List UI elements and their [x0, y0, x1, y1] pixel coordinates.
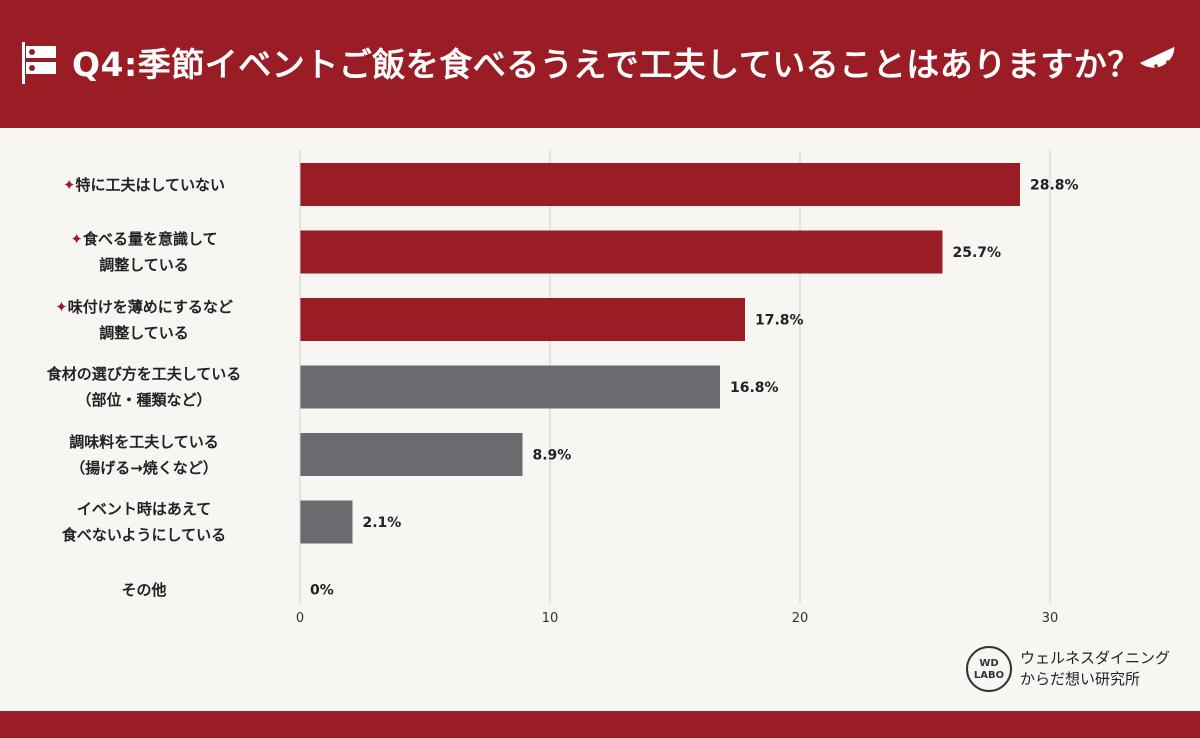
category-label-line: イベント時はあえて [76, 500, 212, 518]
category-label-line: （揚げる→焼くなど） [70, 458, 218, 477]
data-label: 16.8% [730, 380, 779, 396]
data-label: 8.9% [533, 448, 572, 464]
category-label-line: 調整している [99, 323, 189, 342]
footer-band [0, 711, 1200, 738]
x-tick-label: 0 [296, 611, 304, 626]
category-label-line: 食べないようにしている [61, 526, 227, 544]
star-icon: ✦ [70, 230, 83, 248]
data-label: 17.8% [755, 313, 804, 329]
category-label-line: 調整している [99, 256, 189, 274]
bar [300, 500, 353, 544]
category-label: ✦味付けを薄めにするなど 調整している [0, 294, 288, 346]
category-label-line: ✦食べる量を意識して [70, 230, 218, 248]
x-tick-label: 30 [1042, 611, 1059, 626]
logo-text: ウェルネスダイニング からだ想い研究所 [1020, 649, 1171, 688]
category-label: 調味料を工夫している （揚げる→焼くなど） [0, 429, 288, 481]
wd-labo-logo-mark: WD LABO [966, 646, 1012, 692]
category-label: ✦食べる量を意識して 調整している [0, 226, 288, 278]
watermelon-icon [1139, 46, 1175, 72]
bar [300, 298, 745, 341]
data-label: 28.8% [1030, 178, 1079, 194]
star-icon: ✦ [62, 175, 76, 194]
category-label: イベント時はあえて 食べないようにしている [0, 496, 288, 548]
bar [300, 433, 523, 476]
category-label-line: （部位・種類など） [76, 391, 212, 409]
category-label-line: その他 [121, 580, 167, 599]
koinobori-flag-icon [22, 42, 56, 84]
star-icon: ✦ [55, 297, 68, 316]
bar [300, 365, 720, 409]
page-title: Q4:季節イベントご飯を食べるうえで工夫していることはありますか？ [72, 45, 1141, 84]
data-label: 0% [310, 583, 334, 599]
logo: WD LABO ウェルネスダイニング からだ想い研究所 [966, 636, 1186, 696]
category-label-line: ✦味付けを薄めにするなど [55, 297, 233, 316]
category-label-line: 食材の選び方を工夫している [46, 365, 242, 383]
category-label-line: 調味料を工夫している [69, 432, 219, 451]
bar [300, 230, 943, 274]
header-banner: Q4:季節イベントご飯を食べるうえで工夫していることはありますか？ [0, 0, 1200, 128]
data-label: 25.7% [953, 245, 1002, 261]
data-label: 2.1% [363, 515, 402, 531]
bar [300, 163, 1020, 206]
category-label-line: ✦特に工夫はしていない [62, 175, 226, 194]
category-label: 食材の選び方を工夫している （部位・種類など） [0, 361, 288, 413]
x-tick-label: 20 [792, 611, 809, 626]
category-label: その他 [0, 577, 288, 603]
x-tick-label: 10 [542, 611, 559, 626]
category-label: ✦特に工夫はしていない [0, 172, 288, 198]
